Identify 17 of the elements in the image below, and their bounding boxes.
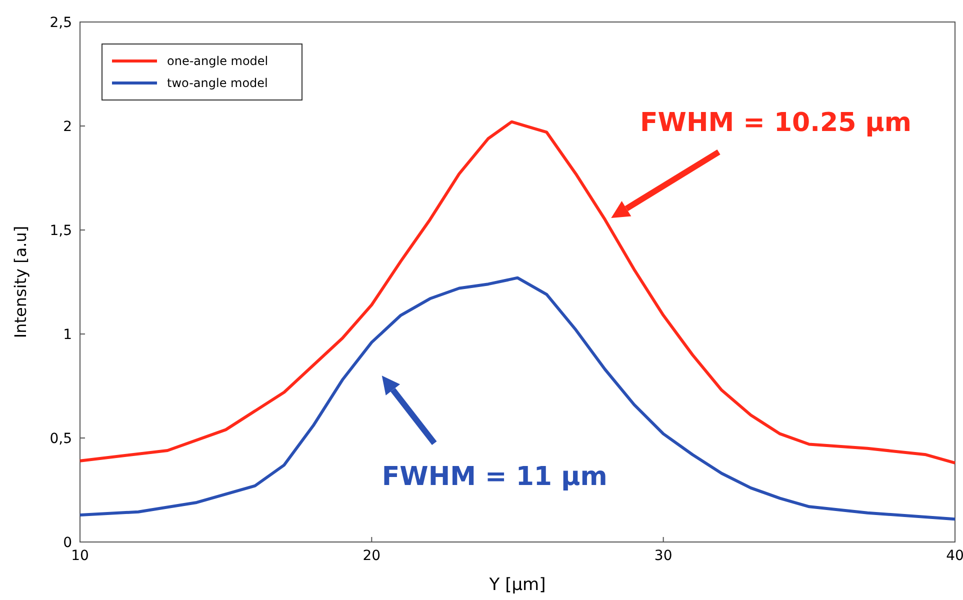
x-tick-label: 40 xyxy=(946,548,963,564)
y-tick-label: 0 xyxy=(63,535,72,551)
line-series xyxy=(78,276,956,521)
y-axis-title: Intensity [a.u] xyxy=(11,226,30,338)
annotation: FWHM = 11 μm xyxy=(382,462,608,492)
x-tick-label: 30 xyxy=(654,548,672,564)
x-tick-label: 20 xyxy=(362,548,381,564)
y-tick-label: 2 xyxy=(63,119,72,135)
x-axis-title: Y [μm] xyxy=(488,575,546,595)
y-tick-label: 2,5 xyxy=(50,15,72,31)
annotation: FWHM = 10.25 μm xyxy=(640,108,912,138)
y-tick-label: 1 xyxy=(63,327,72,343)
x-tick-label: 10 xyxy=(71,548,89,564)
y-tick-label: 0,5 xyxy=(50,431,72,447)
legend-label: two-angle model xyxy=(167,76,268,90)
y-tick-label: 1,5 xyxy=(50,223,72,239)
legend-label: one-angle model xyxy=(167,54,268,68)
